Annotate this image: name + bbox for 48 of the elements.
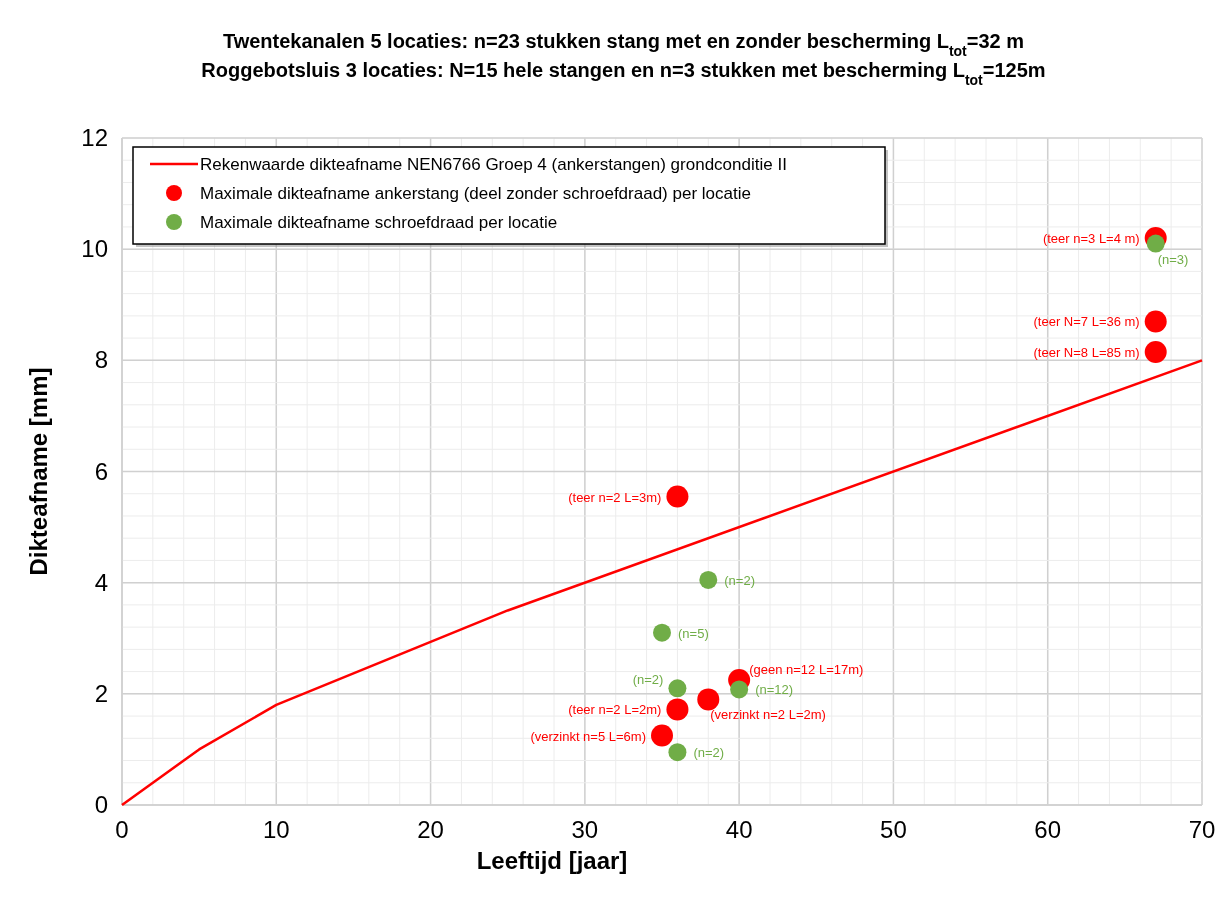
legend-label: Maximale dikteafname ankerstang (deel zonder schroefdraad) per locatie — [200, 184, 751, 203]
y-tick-label: 10 — [81, 235, 108, 263]
point — [1144, 341, 1167, 363]
y-tick-label: 8 — [94, 346, 108, 374]
point — [666, 485, 689, 508]
y-tick-label: 2 — [94, 679, 108, 707]
point — [666, 698, 689, 721]
legend-label: Rekenwaarde dikteafname NEN6766 Groep 4 (ankerstangen) grondconditie II — [200, 155, 787, 174]
y-tick-label: 6 — [94, 457, 108, 485]
annotation: (teer n=2 L=3m) — [568, 489, 662, 505]
point — [1144, 310, 1167, 333]
annotation: (verzinkt n=2 L=2m) — [710, 707, 826, 723]
x-tick-label: 70 — [1188, 816, 1216, 843]
annotation: (n=12) — [755, 682, 794, 698]
annotation: (verzinkt n=5 L=6m) — [530, 728, 646, 744]
annotation: (n=5) — [678, 625, 709, 641]
annotation: (teer N=8 L=85 m) — [1033, 345, 1140, 360]
point — [668, 679, 687, 698]
chart-title: Twentekanalen 5 locaties: n=23 stukken stang met en zonder bescherming L$_{tot}$=32 m — [222, 30, 1025, 59]
annotation: (teer n=3 L=4 m) — [1042, 231, 1140, 247]
x-tick-label: 20 — [417, 816, 444, 843]
annotation: (n=2) — [724, 572, 755, 588]
y-tick-label: 0 — [94, 791, 108, 818]
annotation: (geen n=12 L=17m) — [749, 661, 864, 677]
x-tick-label: 40 — [725, 816, 753, 843]
annotation: (n=3) — [1157, 251, 1189, 267]
point — [697, 688, 720, 711]
x-axis-title: Leeftijd [jaar] — [476, 847, 628, 874]
x-tick-label: 50 — [880, 816, 907, 843]
x-tick-label: 30 — [571, 816, 599, 843]
y-tick-label: 4 — [94, 568, 108, 596]
point — [651, 724, 673, 747]
point — [653, 623, 671, 642]
x-tick-label: 10 — [262, 816, 290, 843]
point — [699, 570, 718, 589]
y-tick-label: 12 — [81, 124, 108, 151]
x-tick-label: 0 — [115, 816, 129, 843]
annotation: (teer n=2 L=2m) — [568, 702, 662, 718]
x-tick-label: 60 — [1034, 816, 1062, 843]
annotation: (n=2) — [693, 745, 725, 761]
point — [668, 743, 687, 762]
point — [1146, 234, 1165, 253]
point — [730, 680, 749, 699]
chart-subtitle: Roggebotsluis 3 locaties: N=15 hele stangen en n=3 stukken met bescherming L$_{tot}$=125m — [201, 59, 1046, 88]
annotation: (teer N=7 L=36 m) — [1033, 314, 1140, 330]
y-axis-title: Dikteafname [mm] — [25, 367, 52, 576]
annotation: (n=2) — [632, 672, 664, 688]
legend-label: Maximale dikteafname schroefdraad per locatie — [200, 213, 558, 232]
